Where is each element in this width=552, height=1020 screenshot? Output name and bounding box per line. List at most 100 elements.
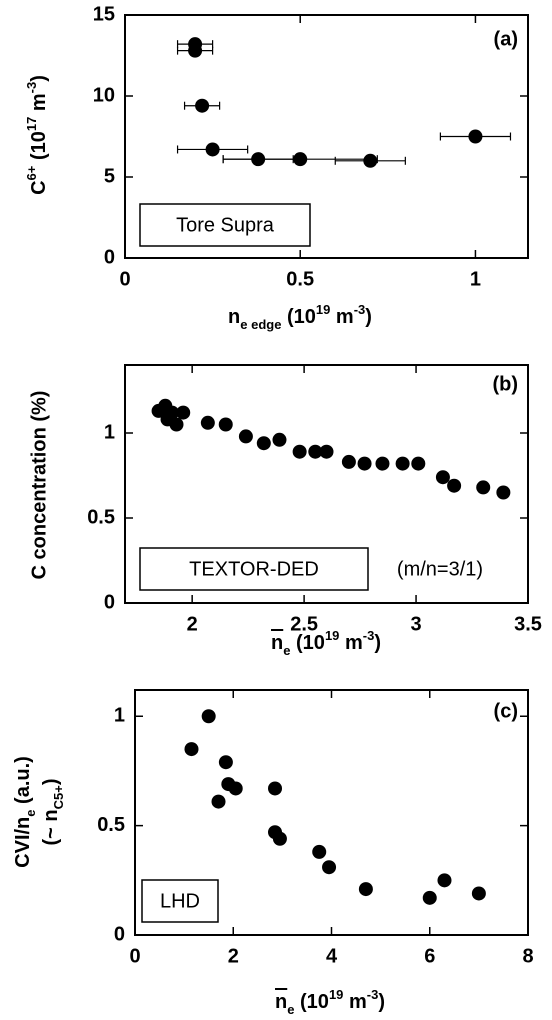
- label-part: ): [28, 75, 50, 82]
- y-tick-label: 0: [104, 246, 115, 268]
- data-point: [411, 456, 426, 471]
- data-point: [200, 415, 215, 430]
- label-part: 19: [316, 302, 330, 317]
- annotation: LHD: [160, 890, 200, 912]
- y-axis-label: (~ nC5+): [40, 778, 66, 845]
- x-axis-label: ne (1019 m-3): [275, 987, 385, 1017]
- label-part: (10: [28, 131, 50, 165]
- label-part: m: [339, 632, 362, 654]
- data-point: [293, 152, 308, 167]
- x-tick-label: 2: [228, 945, 239, 967]
- label-part: (10: [294, 991, 328, 1013]
- x-tick-label: 6: [424, 945, 435, 967]
- data-point: [256, 436, 271, 451]
- label-part: (a.u.): [12, 756, 34, 809]
- y-axis-label: CVI/ne (a.u.): [12, 756, 38, 868]
- data-point: [363, 153, 378, 168]
- label-part: ): [365, 306, 372, 328]
- y-tick-label: 0.5: [87, 506, 115, 528]
- data-point: [447, 478, 462, 493]
- panel-label: (a): [494, 28, 518, 50]
- plot-frame: [124, 14, 529, 259]
- y-tick-label: 1: [104, 421, 115, 443]
- label-part: m: [330, 306, 353, 328]
- annotation: (m/n=3/1): [397, 558, 483, 580]
- x-tick-label: 2.5: [290, 613, 318, 635]
- y-tick-label: 0.5: [97, 814, 125, 836]
- label-part: e edge: [240, 317, 281, 332]
- data-point: [272, 831, 287, 846]
- label-part: n: [275, 991, 287, 1013]
- x-tick-label: 3: [410, 613, 421, 635]
- data-point: [201, 709, 216, 724]
- label-part: -3: [354, 302, 366, 317]
- data-point: [308, 444, 323, 459]
- label-part: (~ n: [40, 809, 62, 845]
- data-point: [341, 454, 356, 469]
- label-part: -3: [24, 82, 39, 94]
- y-tick-label: 0: [114, 923, 125, 945]
- x-tick-label: 8: [522, 945, 533, 967]
- data-point: [188, 43, 203, 58]
- x-tick-label: 0: [119, 268, 130, 290]
- data-point: [228, 781, 243, 796]
- label-part: -3: [367, 987, 379, 1002]
- label-part: e: [287, 1002, 294, 1017]
- y-tick-label: 5: [104, 165, 115, 187]
- x-tick-label: 3.5: [514, 613, 542, 635]
- label-part: n: [271, 632, 283, 654]
- label-part: C: [28, 180, 50, 194]
- panel-label: (c): [494, 700, 518, 722]
- label-part: C5+: [51, 785, 66, 810]
- label-part: e: [23, 809, 38, 816]
- data-point: [238, 429, 253, 444]
- annotation: TEXTOR-DED: [189, 558, 319, 580]
- label-part: m: [343, 991, 366, 1013]
- data-point: [322, 860, 337, 875]
- label-part: (10: [290, 632, 324, 654]
- label-part: (10: [281, 306, 315, 328]
- label-part: 17: [24, 117, 39, 131]
- data-point: [218, 417, 233, 432]
- label-part: ): [378, 991, 385, 1013]
- x-axis-label: ne edge (1019 m-3): [228, 302, 372, 332]
- data-point: [435, 470, 450, 485]
- annotation-box: [139, 547, 369, 591]
- label-part: 6+: [24, 165, 39, 180]
- data-point: [218, 755, 233, 770]
- x-tick-label: 2: [187, 613, 198, 635]
- label-part: m: [28, 93, 50, 116]
- annotation-box: [141, 879, 219, 923]
- label-part: 19: [325, 628, 339, 643]
- label-part: n: [228, 306, 240, 328]
- plot-frame: [124, 364, 529, 604]
- annotation: Tore Supra: [176, 214, 275, 236]
- data-point: [195, 98, 210, 113]
- data-point: [176, 405, 191, 420]
- data-point: [395, 456, 410, 471]
- data-point: [468, 129, 483, 144]
- data-point: [422, 890, 437, 905]
- data-point: [268, 781, 283, 796]
- data-point: [211, 794, 226, 809]
- data-point: [319, 444, 334, 459]
- data-point: [169, 417, 184, 432]
- y-tick-label: 0: [104, 591, 115, 613]
- data-point: [375, 456, 390, 471]
- label-part: CVI/n: [12, 817, 34, 868]
- y-tick-label: 10: [93, 84, 115, 106]
- x-tick-label: 0.5: [286, 268, 314, 290]
- label-part: ): [374, 632, 381, 654]
- label-part: 19: [329, 987, 343, 1002]
- data-point: [476, 480, 491, 495]
- x-tick-label: 4: [326, 945, 338, 967]
- x-axis-label: ne (1019 m-3): [271, 628, 381, 658]
- x-tick-label: 1: [470, 268, 481, 290]
- data-point: [357, 456, 372, 471]
- data-point: [272, 432, 287, 447]
- data-point: [358, 882, 373, 897]
- data-point: [165, 405, 180, 420]
- data-point: [496, 485, 511, 500]
